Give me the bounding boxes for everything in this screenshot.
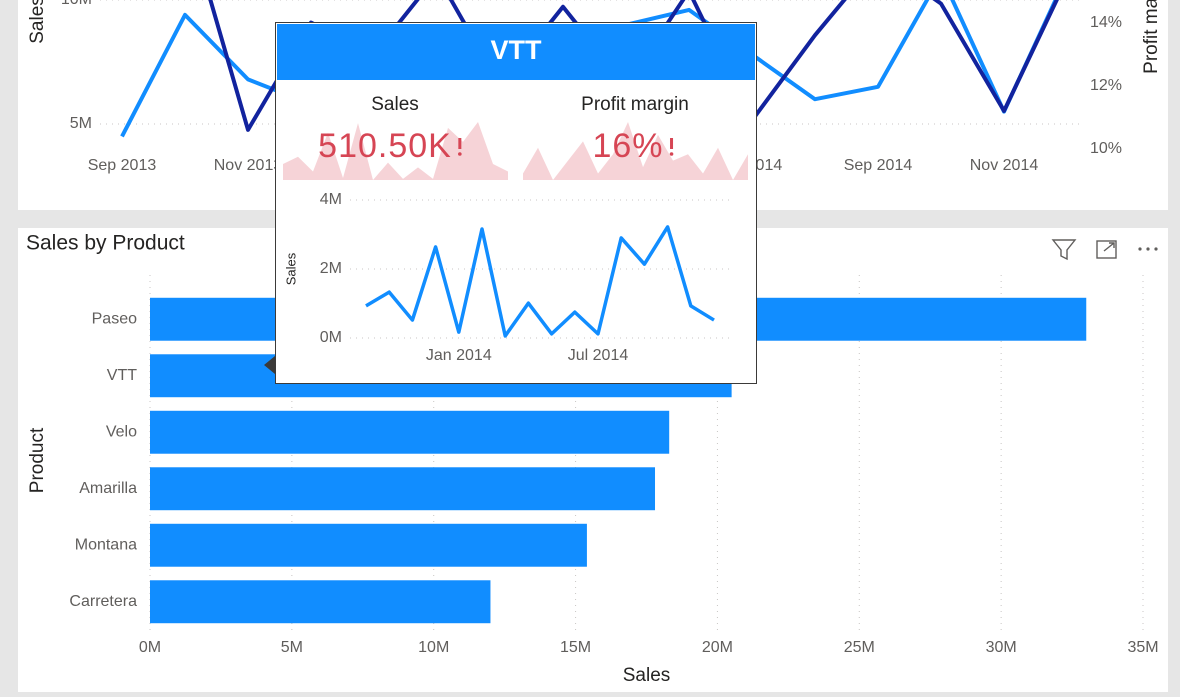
- x-tick-label: Jan 2014: [426, 347, 492, 364]
- y2-tick-label: 10%: [1090, 140, 1122, 157]
- focus-icon[interactable]: [1096, 240, 1117, 259]
- warning-icon: [669, 152, 674, 156]
- x-tick-label: 35M: [1127, 639, 1158, 656]
- y-tick-label: 10M: [61, 0, 92, 8]
- line-series: [365, 225, 715, 338]
- warning-icon: [458, 152, 462, 156]
- x-tick-label: 0M: [139, 639, 161, 656]
- more-icon[interactable]: [1138, 247, 1158, 251]
- bar: [150, 523, 587, 567]
- x-tick-label: Nov 2014: [970, 157, 1039, 174]
- x-tick-label: Sep 2014: [844, 157, 913, 174]
- bar-chart: Sales by Product 0M 5M 10M 15M 20M 25M 30M 35M P…: [26, 232, 1159, 686]
- card-value: 16%: [592, 127, 663, 165]
- x-tick-label: 15M: [560, 639, 591, 656]
- bar: [150, 410, 670, 454]
- tooltip-pointer: [264, 356, 275, 374]
- x-tick-label: 25M: [844, 639, 875, 656]
- y-tick-label: 0M: [320, 329, 342, 346]
- y-axis-title: Product: [27, 427, 48, 493]
- y2-tick-label: 14%: [1090, 14, 1122, 31]
- bar: [150, 467, 656, 511]
- y-tick-label: VTT: [107, 367, 137, 384]
- y-tick-label: 4M: [320, 191, 342, 208]
- y-tick-label: 5M: [70, 115, 92, 132]
- x-axis-title: Sales: [623, 665, 671, 686]
- chart-title: Sales by Product: [26, 232, 185, 255]
- y2-axis-title: Profit margin: [1141, 0, 1162, 74]
- y-tick-label: Paseo: [92, 310, 137, 327]
- sparkline-area: [523, 122, 748, 180]
- tooltip-header: [277, 24, 755, 80]
- card-label: Sales: [371, 94, 419, 115]
- x-tick-label: Jul 2014: [568, 347, 629, 364]
- sparkline-area: [283, 122, 508, 180]
- card-value: 510.50K: [318, 127, 452, 165]
- y-tick-label: 2M: [320, 260, 342, 277]
- x-tick-label: 20M: [702, 639, 733, 656]
- x-tick-label: Sep 2013: [88, 157, 157, 174]
- warning-icon: [670, 138, 674, 149]
- y-axis-title: Sales: [283, 252, 298, 285]
- x-tick-label: 30M: [986, 639, 1017, 656]
- y-tick-label: Montana: [75, 536, 137, 553]
- y-tick-label: Amarilla: [79, 480, 137, 497]
- tooltip: VTT 0M 2M 4M Jan 2014 Jul 2014 Sales Sales 510.…: [275, 22, 757, 384]
- filter-icon[interactable]: [1051, 239, 1077, 261]
- y2-tick-label: 12%: [1090, 77, 1122, 94]
- bar: [150, 580, 491, 624]
- x-tick-label: 5M: [281, 639, 303, 656]
- card-label: Profit margin: [581, 94, 689, 115]
- y-tick-label: Carretera: [69, 593, 137, 610]
- warning-icon: [458, 138, 462, 149]
- x-tick-label: 10M: [418, 639, 449, 656]
- x-tick-label: Nov 2013: [214, 157, 283, 174]
- tooltip-title: VTT: [491, 35, 543, 65]
- y-axis-title: Sales: [27, 0, 48, 44]
- y-tick-label: Velo: [106, 423, 137, 440]
